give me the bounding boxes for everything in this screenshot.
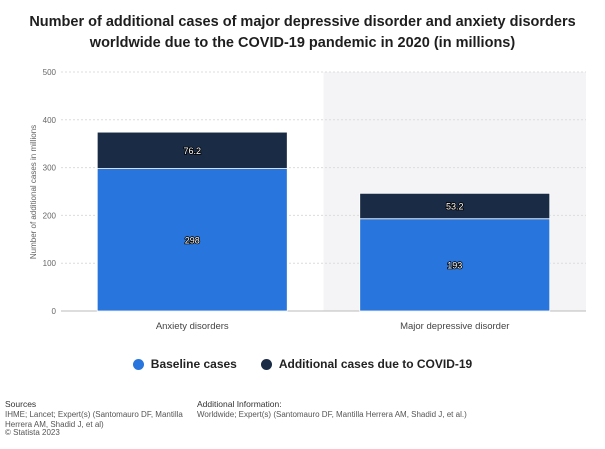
- y-axis-label: Number of additional cases in millions: [29, 125, 38, 259]
- y-tick-label: 200: [43, 211, 57, 220]
- sources-block: Sources IHME; Lancet; Expert(s) (Santoma…: [5, 399, 190, 431]
- bar-additional[interactable]: [96, 131, 288, 169]
- bar-baseline[interactable]: [96, 168, 288, 312]
- y-tick-label: 300: [43, 164, 57, 173]
- data-label: 76.2: [183, 146, 201, 156]
- y-tick-label: 500: [43, 68, 57, 77]
- legend-label-additional: Additional cases due to COVID-19: [278, 357, 473, 371]
- bar-baseline[interactable]: [359, 218, 551, 312]
- copyright-text: © Statista 2023: [5, 428, 60, 437]
- legend-swatch-baseline: [132, 358, 144, 370]
- additional-info-block: Additional Information: Worldwide; Exper…: [197, 399, 497, 420]
- data-label: 298: [185, 235, 200, 245]
- chart-title: Number of additional cases of major depr…: [20, 12, 585, 54]
- y-tick-label: 400: [43, 116, 57, 125]
- y-tick-label: 0: [52, 307, 57, 316]
- x-tick-label: Anxiety disorders: [156, 321, 229, 332]
- bar-additional[interactable]: [359, 192, 551, 220]
- data-label: 193: [447, 260, 462, 270]
- legend-swatch-additional: [260, 358, 272, 370]
- legend-item-additional[interactable]: Additional cases due to COVID-19: [260, 357, 473, 371]
- additional-info-heading[interactable]: Additional Information:: [197, 399, 282, 409]
- chart-title-line-2: worldwide due to the COVID-19 pandemic i…: [89, 35, 516, 51]
- sources-line-2: Herrera AM, Shadid J, et al): [5, 420, 104, 429]
- y-tick-label: 100: [43, 259, 57, 268]
- sources-heading[interactable]: Sources: [5, 399, 37, 409]
- legend-label-baseline: Baseline cases: [150, 357, 237, 371]
- additional-info-text: Worldwide; Expert(s) (Santomauro DF, Man…: [197, 409, 467, 419]
- data-label: 53.2: [446, 202, 464, 212]
- chart-legend: Baseline cases Additional cases due to C…: [0, 357, 605, 371]
- stacked-bar-chart: 0 100 200 300 400 500 298 76.2 Anxiety disorder…: [29, 68, 586, 332]
- legend-item-baseline[interactable]: Baseline cases: [132, 357, 237, 371]
- x-tick-label: Major depressive disorder: [400, 321, 509, 332]
- sources-line-1: IHME; Lancet; Expert(s) (Santomauro DF, …: [5, 409, 183, 419]
- chart-title-line-1: Number of additional cases of major depr…: [29, 14, 576, 30]
